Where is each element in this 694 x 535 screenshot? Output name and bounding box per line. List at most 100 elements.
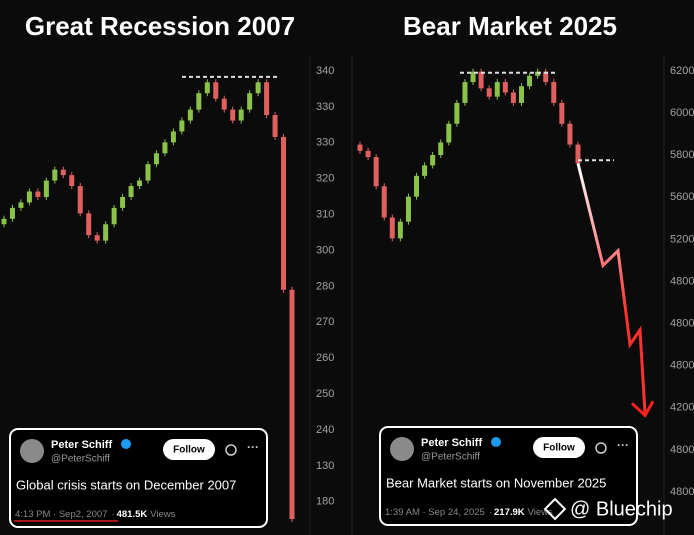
projection-line <box>576 162 647 414</box>
candle <box>26 191 32 203</box>
y-tick-label: 330 <box>316 137 334 149</box>
icon <box>225 444 237 456</box>
more-icon: ··· <box>247 440 259 454</box>
candle <box>272 115 278 137</box>
candle <box>478 71 484 89</box>
y-tick-label: 4800 <box>670 318 694 330</box>
candle <box>86 213 92 236</box>
candle <box>103 224 109 241</box>
candle <box>373 157 379 187</box>
candle <box>470 71 476 83</box>
candle <box>9 207 15 219</box>
candle <box>255 82 261 94</box>
candle <box>462 82 468 103</box>
avatar <box>390 437 414 461</box>
chart-title: Bear Market 2025 <box>403 11 617 41</box>
watermark-icon <box>543 497 567 521</box>
follow-label[interactable]: Follow <box>173 445 205 456</box>
candle <box>430 155 436 166</box>
candle <box>162 142 168 154</box>
separator: · <box>111 509 114 520</box>
y-tick-label: 4800 <box>670 360 694 372</box>
candle <box>179 120 185 132</box>
candle <box>230 109 236 121</box>
candle <box>575 144 581 164</box>
avatar <box>20 439 44 463</box>
candle <box>502 82 508 93</box>
y-tick-label: 5600 <box>670 191 694 203</box>
candle <box>213 82 219 99</box>
y-tick-label: 280 <box>316 280 334 292</box>
candle <box>145 164 151 181</box>
y-tick-label: 4800 <box>670 275 694 287</box>
candle <box>43 180 49 197</box>
y-tick-label: 270 <box>316 316 334 328</box>
verified-badge <box>121 439 131 449</box>
tweet-text: Global crisis starts on December 2007 <box>16 477 236 492</box>
y-tick-label: 4200 <box>670 402 694 414</box>
candle <box>535 71 541 76</box>
y-tick-label: 320 <box>316 173 334 185</box>
candle <box>196 93 202 110</box>
y-tick-label: 4800 <box>670 444 694 456</box>
y-tick-label: 300 <box>316 244 334 256</box>
candle <box>389 217 395 239</box>
candle <box>94 235 100 241</box>
candle <box>52 169 58 181</box>
candle <box>35 191 41 197</box>
follow-button[interactable] <box>163 439 215 460</box>
y-tick-label: 260 <box>316 352 334 364</box>
verified-badge <box>491 437 501 447</box>
candle <box>527 75 533 87</box>
candle <box>446 123 452 143</box>
y-tick-label: 5800 <box>670 149 694 161</box>
author-name: Peter Schiff <box>51 439 112 451</box>
y-tick-label: 4800 <box>670 486 694 498</box>
candle <box>438 142 444 155</box>
candle <box>1 218 7 225</box>
candle <box>510 92 516 103</box>
candle <box>204 82 210 94</box>
candle <box>247 93 253 110</box>
author-name: Peter Schiff <box>421 437 482 449</box>
tweets: Peter Schiff @PeterSchiff Follow ··· Global … <box>9 426 638 528</box>
candle <box>137 180 143 187</box>
candle <box>397 221 403 239</box>
candle <box>18 202 24 208</box>
candle <box>357 144 363 151</box>
candle <box>187 109 193 121</box>
tweet-footer: 1:39 AM · Sep 24, 2025 · 217.9K Views <box>385 507 553 518</box>
views-label: Views <box>528 507 553 518</box>
author-handle: @PeterSchiff <box>51 454 110 465</box>
y-tick-label: 330 <box>316 101 334 113</box>
views-count: 217.9K <box>494 507 525 518</box>
candle <box>120 196 126 208</box>
author-handle: @PeterSchiff <box>421 452 480 463</box>
candle <box>486 88 492 97</box>
candle <box>567 123 573 145</box>
candle <box>494 82 500 97</box>
candle <box>381 186 387 218</box>
chart-left: 340 330 330 320 310 300 280 270 260 250 240 130 180 <box>1 65 334 523</box>
candle <box>60 169 66 176</box>
follow-label[interactable]: Follow <box>543 443 575 454</box>
candle <box>170 131 176 143</box>
chart-title: Great Recession 2007 <box>25 11 295 41</box>
y-tick-label: 5200 <box>670 233 694 245</box>
candle <box>422 165 428 176</box>
y-tick-label: 250 <box>316 388 334 400</box>
candle <box>221 98 227 110</box>
watermark: @ Bluechip <box>570 498 673 520</box>
candle <box>238 109 244 121</box>
tweet-text: Bear Market starts on November 2025 <box>386 475 606 490</box>
candle <box>543 71 549 83</box>
candle <box>128 186 134 197</box>
candle <box>551 82 557 103</box>
views-count: 481.5K <box>117 509 148 520</box>
y-tick-label: 6000 <box>670 107 694 119</box>
chart-right: 6200 6000 5800 5600 5200 4800 4800 4800 4200 4800… <box>357 65 694 498</box>
follow-button[interactable] <box>533 437 585 458</box>
candle <box>365 150 371 158</box>
views-label: Views <box>150 509 175 520</box>
